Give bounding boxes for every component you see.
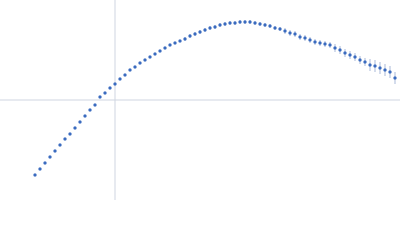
data-point	[338, 48, 342, 52]
data-point	[223, 22, 227, 26]
data-point	[43, 161, 47, 165]
data-point	[238, 20, 242, 24]
data-point	[393, 76, 397, 80]
data-point	[258, 22, 262, 26]
data-point	[293, 32, 297, 36]
data-point	[38, 167, 42, 171]
page: {"chart_data": {"type": "scatter", "xlim…	[0, 0, 400, 200]
data-point	[148, 55, 152, 59]
data-point	[318, 41, 322, 45]
data-point	[333, 46, 337, 50]
data-point	[253, 21, 257, 25]
data-point	[263, 23, 267, 27]
data-point	[288, 31, 292, 35]
data-point	[278, 27, 282, 31]
data-point	[343, 51, 347, 55]
data-point	[83, 114, 87, 118]
data-point	[198, 30, 202, 34]
data-point	[123, 73, 127, 77]
data-point	[108, 86, 112, 90]
data-point	[103, 91, 107, 95]
data-point	[188, 34, 192, 38]
data-point	[358, 58, 362, 62]
chart	[0, 0, 400, 200]
data-point	[233, 21, 237, 25]
data-point	[33, 173, 37, 177]
data-point	[303, 36, 307, 40]
data-point	[93, 103, 97, 107]
data-point	[68, 132, 72, 136]
data-point	[373, 64, 377, 68]
data-point	[98, 95, 102, 99]
data-point	[63, 137, 67, 141]
data-point	[368, 63, 372, 67]
data-point	[228, 21, 232, 25]
data-point	[73, 126, 77, 130]
data-point	[328, 43, 332, 47]
data-point	[268, 24, 272, 28]
data-point	[113, 82, 117, 86]
data-point	[53, 149, 57, 153]
data-point	[388, 70, 392, 74]
data-point	[58, 143, 62, 147]
data-point	[298, 35, 302, 39]
data-point	[138, 61, 142, 65]
data-point	[248, 20, 252, 24]
data-point	[203, 28, 207, 32]
data-point	[383, 68, 387, 72]
data-point	[88, 108, 92, 112]
data-point	[128, 68, 132, 72]
data-point	[273, 26, 277, 30]
data-point	[323, 42, 327, 46]
data-point	[158, 49, 162, 53]
data-point	[163, 46, 167, 50]
data-point	[143, 58, 147, 62]
data-point	[208, 26, 212, 30]
data-point	[218, 23, 222, 27]
data-point	[133, 65, 137, 69]
data-point	[118, 77, 122, 81]
data-point	[153, 52, 157, 56]
data-point	[243, 20, 247, 24]
data-point	[363, 60, 367, 64]
data-point	[353, 55, 357, 59]
data-point	[178, 39, 182, 43]
data-point	[48, 155, 52, 159]
data-point	[78, 120, 82, 124]
data-point	[173, 41, 177, 45]
data-point	[168, 43, 172, 47]
data-point	[183, 37, 187, 41]
data-point	[313, 40, 317, 44]
data-point	[193, 32, 197, 36]
data-point	[308, 38, 312, 42]
data-point	[213, 25, 217, 29]
data-point	[348, 53, 352, 57]
data-point	[378, 66, 382, 70]
data-point	[283, 29, 287, 33]
